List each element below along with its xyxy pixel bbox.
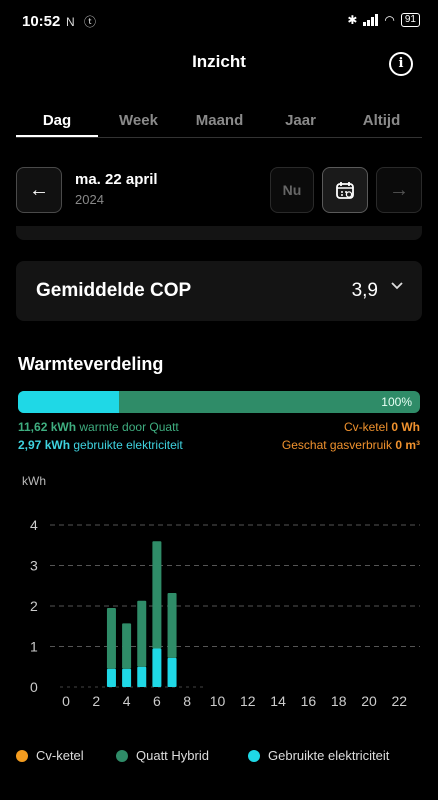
- cv-value: 0 Wh: [391, 420, 420, 434]
- chart-legend: Cv-ketel Quatt Hybrid Gebruikte elektric…: [0, 748, 438, 768]
- status-bar: 10:52 N ⓣ ✱ ◠ 91: [0, 0, 438, 44]
- wifi-icon: ◠: [384, 13, 395, 27]
- tab-altijd[interactable]: Altijd: [362, 112, 401, 129]
- legend-label: Quatt Hybrid: [136, 748, 209, 763]
- calendar-icon: [336, 182, 354, 199]
- collapsed-card: [16, 226, 422, 240]
- tab-maand[interactable]: Maand: [195, 112, 244, 129]
- bar-electricity-3: [106, 668, 116, 687]
- x-tick-label: 0: [62, 693, 70, 709]
- tab-week[interactable]: Week: [119, 112, 158, 129]
- heat-value: 11,62 kWh: [18, 420, 77, 434]
- previous-day-button[interactable]: ←: [16, 167, 62, 213]
- y-tick-label: 3: [30, 558, 38, 574]
- cop-value: 3,9: [351, 280, 378, 301]
- arrow-right-icon: →: [389, 178, 409, 201]
- calendar-button[interactable]: [322, 167, 368, 213]
- x-tick-label: 18: [331, 693, 347, 709]
- x-tick-label: 8: [183, 693, 191, 709]
- chevron-down-icon: [390, 279, 404, 298]
- signal-icon: [363, 14, 379, 26]
- cop-card[interactable]: Gemiddelde COP 3,9: [16, 261, 422, 321]
- section-title: Warmteverdeling: [18, 354, 164, 374]
- heat-distribution-bar: 100%: [18, 391, 420, 413]
- gas-label: Geschat gasverbruik: [281, 438, 392, 452]
- x-tick-label: 6: [153, 693, 161, 709]
- info-icon[interactable]: i: [389, 52, 413, 76]
- y-tick-label: 1: [30, 639, 38, 655]
- next-day-button[interactable]: →: [376, 167, 422, 213]
- legend-quatt-hybrid[interactable]: Quatt Hybrid: [116, 748, 209, 763]
- y-tick-label: 0: [30, 679, 38, 695]
- heat-summary: 11,62 kWh warmte door Quatt: [18, 420, 179, 434]
- bar-hybrid-5: [137, 600, 147, 667]
- cv-summary: Cv-ketel 0 Wh: [344, 420, 420, 434]
- distribution-percentage: 100%: [381, 395, 412, 409]
- x-tick-label: 20: [361, 693, 377, 709]
- page-title: Inzicht: [192, 52, 246, 71]
- x-tick-label: 2: [92, 693, 100, 709]
- tab-jaar[interactable]: Jaar: [285, 112, 316, 129]
- cop-label: Gemiddelde COP: [36, 280, 192, 301]
- selected-year: 2024: [75, 192, 104, 207]
- legend-dot-green: [116, 749, 128, 762]
- tab-dag[interactable]: Dag: [16, 100, 98, 137]
- bar-electricity-6: [152, 648, 162, 687]
- arrow-left-icon: ←: [29, 178, 49, 201]
- energy-chart: kWh 0 1 2 3 4 0 2 4 6 8 10 12 14 16 18 20 22: [0, 470, 438, 720]
- bar-hybrid-7: [167, 593, 177, 658]
- y-tick-label: 2: [30, 598, 38, 614]
- electricity-share-fill: [18, 391, 119, 413]
- electricity-summary: 2,97 kWh gebruikte elektriciteit: [18, 438, 183, 452]
- gas-summary: Geschat gasverbruik 0 m³: [282, 438, 420, 452]
- y-tick-label: 4: [30, 517, 38, 533]
- x-tick-label: 14: [270, 693, 286, 709]
- bar-electricity-7: [167, 657, 177, 687]
- legend-label: Cv-ketel: [36, 748, 84, 763]
- period-tabs: Dag Week Maand Jaar Altijd: [16, 100, 422, 138]
- bar-electricity-5: [137, 666, 147, 687]
- x-tick-label: 16: [301, 693, 317, 709]
- legend-dot-orange: [16, 749, 28, 762]
- bar-electricity-4: [122, 668, 132, 687]
- gas-value: 0 m³: [395, 438, 420, 452]
- bar-hybrid-3: [106, 608, 116, 669]
- battery-icon: 91: [400, 13, 420, 27]
- date-navigation: ← ma. 22 april 2024 Nu →: [16, 167, 422, 213]
- electricity-label: gebruikte elektriciteit: [73, 438, 183, 452]
- bar-hybrid-4: [122, 623, 132, 669]
- electricity-value: 2,97 kWh: [18, 438, 71, 452]
- y-axis-label: kWh: [22, 474, 46, 488]
- legend-electricity[interactable]: Gebruikte elektriciteit: [248, 748, 389, 763]
- x-tick-label: 22: [392, 693, 408, 709]
- x-tick-label: 4: [123, 693, 131, 709]
- legend-dot-cyan: [248, 749, 260, 762]
- bluetooth-icon: ✱: [347, 13, 358, 27]
- cv-label: Cv-ketel: [343, 420, 388, 434]
- status-time: 10:52: [22, 13, 61, 30]
- x-tick-label: 10: [210, 693, 226, 709]
- legend-label: Gebruikte elektriciteit: [268, 748, 390, 763]
- status-right-icons: ✱ ◠ 91: [347, 13, 420, 27]
- notification-icons: N ⓣ: [66, 15, 100, 29]
- legend-cv-ketel[interactable]: Cv-ketel: [16, 748, 84, 763]
- today-button[interactable]: Nu: [270, 167, 314, 213]
- bar-hybrid-6: [152, 541, 162, 649]
- x-tick-label: 12: [240, 693, 256, 709]
- heat-label: warmte door Quatt: [79, 420, 179, 434]
- app-header: Inzicht: [0, 44, 438, 84]
- selected-date: ma. 22 april: [75, 171, 158, 188]
